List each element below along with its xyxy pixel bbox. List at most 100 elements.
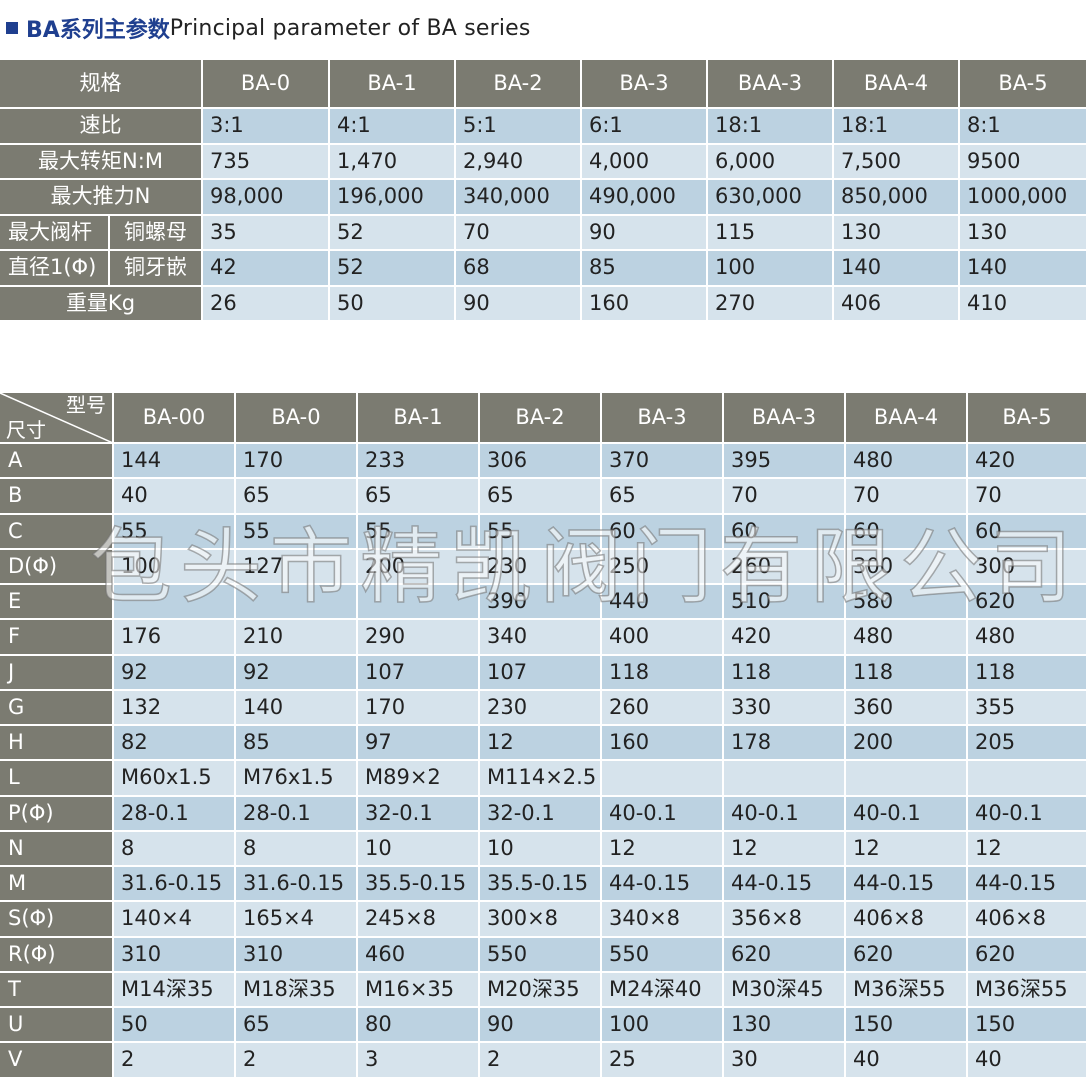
row-label: L (0, 760, 114, 797)
table-cell: 127 (235, 548, 358, 586)
row-group-label: 直径1(Φ) (0, 250, 110, 287)
table-cell: 7,500 (833, 143, 960, 180)
table-cell: 340 (479, 619, 602, 656)
table-cell: 70 (845, 478, 968, 515)
row-label: 最大转矩N:M (0, 143, 203, 180)
table-cell: 150 (845, 1007, 968, 1044)
table-cell: 395 (723, 443, 846, 480)
table-cell: 85 (581, 250, 708, 287)
table-cell: 30 (723, 1042, 846, 1079)
table-cell: M36深55 (845, 971, 968, 1009)
table-cell: 360 (845, 689, 968, 727)
table-cell: 85 (235, 725, 358, 762)
table-cell: 70 (723, 478, 846, 515)
row-label: H (0, 725, 114, 762)
table-cell: 44-0.15 (601, 866, 724, 903)
table-cell: 118 (601, 654, 724, 691)
corner-size-label: 尺寸 (6, 418, 46, 442)
table-cell: 12 (601, 830, 724, 868)
table-cell: 90 (581, 214, 708, 251)
table-cell: 97 (357, 725, 480, 762)
table-cell: 630,000 (707, 179, 834, 216)
table-cell: 460 (357, 936, 480, 973)
model-header: BAA-4 (845, 393, 968, 444)
table-cell: 118 (723, 654, 846, 691)
table-cell: 55 (113, 513, 236, 550)
table-row: 重量Kg 26 50 90 160 270 406 410 (0, 285, 1087, 322)
table-cell: 12 (723, 830, 846, 868)
table-cell: 118 (845, 654, 968, 691)
table-cell: 32-0.1 (357, 795, 480, 832)
table-cell: 370 (601, 443, 724, 480)
table-cell: 12 (845, 830, 968, 868)
table-cell: 82 (113, 725, 236, 762)
row-label: U (0, 1007, 114, 1044)
table-cell (113, 584, 236, 621)
table-cell: 25 (601, 1042, 724, 1079)
table-row: J 92 92 107 107 118 118 118 118 (0, 654, 1087, 691)
row-label: P(Φ) (0, 795, 114, 832)
row-label: N (0, 830, 114, 868)
table-cell: M18深35 (235, 971, 358, 1009)
row-label: C (0, 513, 114, 550)
row-label: S(Φ) (0, 901, 114, 938)
table-row: M 31.6-0.15 31.6-0.15 35.5-0.15 35.5-0.15 44-… (0, 866, 1087, 903)
table-row: 直径1(Φ) 铜牙嵌 42 52 68 85 100 140 140 (0, 250, 1087, 287)
table-cell: 310 (235, 936, 358, 973)
table-cell: 480 (967, 619, 1087, 656)
table-cell: 270 (707, 285, 834, 322)
row-label: M (0, 866, 114, 903)
table-cell: 132 (113, 689, 236, 727)
table-cell: 8 (235, 830, 358, 868)
table-cell: 40-0.1 (723, 795, 846, 832)
corner-model-label: 型号 (66, 393, 106, 417)
table-cell: 510 (723, 584, 846, 621)
heading-title-en: Principal parameter of BA series (169, 15, 531, 41)
table-cell: M14深35 (113, 971, 236, 1009)
table-cell: 490,000 (581, 179, 708, 216)
table-cell: 620 (723, 936, 846, 973)
table-cell: 400 (601, 619, 724, 656)
table-cell: 35.5-0.15 (357, 866, 480, 903)
table-row: 最大阀杆 铜螺母 35 52 70 90 115 130 130 (0, 214, 1087, 251)
table-cell: 170 (357, 689, 480, 727)
table-row: 最大推力N 98,000 196,000 340,000 490,000 630,000 8… (0, 179, 1087, 216)
table-cell: 50 (113, 1007, 236, 1044)
table-cell: 176 (113, 619, 236, 656)
table-cell: 200 (357, 548, 480, 586)
model-header: BA-3 (601, 393, 724, 444)
table-cell: 60 (845, 513, 968, 550)
table-cell: 440 (601, 584, 724, 621)
table-cell: 196,000 (329, 179, 456, 216)
table-cell: 115 (707, 214, 834, 251)
table-cell: 230 (479, 548, 602, 586)
table-cell: 210 (235, 619, 358, 656)
table-cell: 140 (833, 250, 960, 287)
table-cell: M30深45 (723, 971, 846, 1009)
table-row: S(Φ) 140×4 165×4 245×8 300×8 340×8 356×8 406×8 4… (0, 901, 1087, 938)
table-cell: 200 (845, 725, 968, 762)
table-cell: 40 (845, 1042, 968, 1079)
row-label: A (0, 443, 114, 480)
table-cell: 26 (202, 285, 330, 322)
table-cell: 28-0.1 (113, 795, 236, 832)
diagonal-divider (0, 393, 111, 441)
model-header: BA-0 (235, 393, 358, 444)
table-cell: 178 (723, 725, 846, 762)
table-cell: 306 (479, 443, 602, 480)
row-label: B (0, 478, 114, 515)
table-cell: 130 (723, 1007, 846, 1044)
table-cell: 260 (723, 548, 846, 586)
table-row: F 176 210 290 340 400 420 480 480 (0, 619, 1087, 656)
table-row: V 2 2 3 2 25 30 40 40 (0, 1042, 1087, 1079)
row-label: E (0, 584, 114, 621)
table-cell: 300×8 (479, 901, 602, 938)
row-label: R(Φ) (0, 936, 114, 973)
row-label: 铜螺母 (109, 214, 203, 251)
table-cell: 12 (967, 830, 1087, 868)
model-header: BA-1 (357, 393, 480, 444)
row-label: 最大推力N (0, 179, 203, 216)
table-cell: 10 (479, 830, 602, 868)
table-row: B 40 65 65 65 65 70 70 70 (0, 478, 1087, 515)
table-cell: 340×8 (601, 901, 724, 938)
